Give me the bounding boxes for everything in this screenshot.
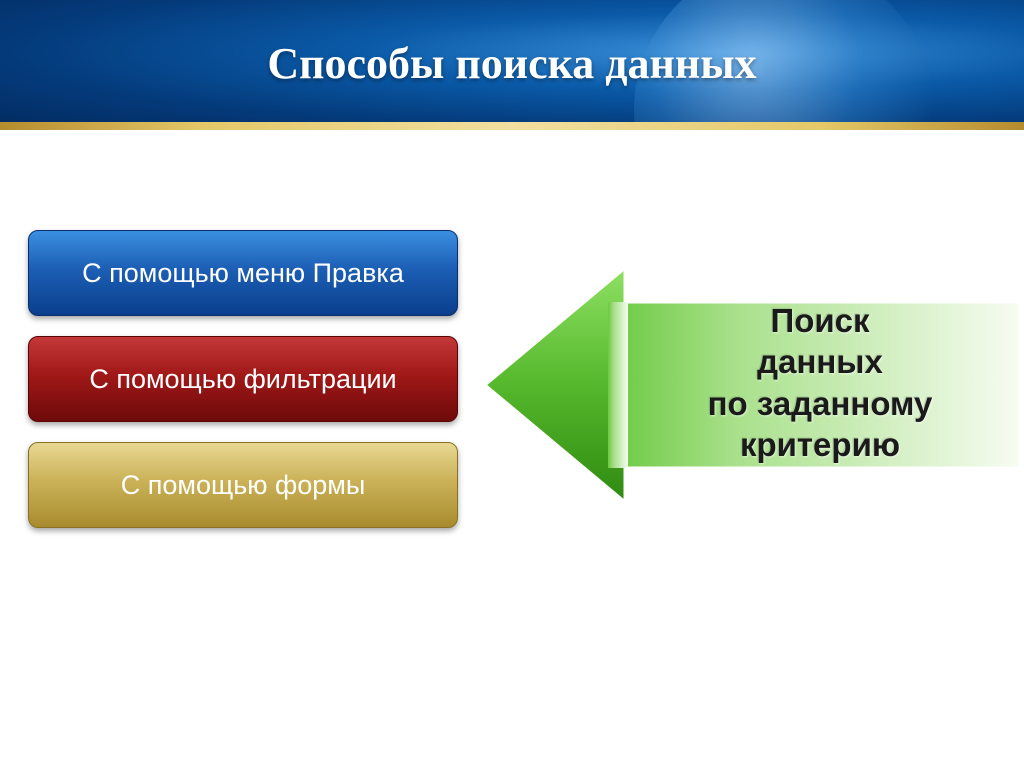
arrow-text: Поиск данных по заданному критерию (640, 300, 1000, 465)
arrow-callout: Поиск данных по заданному критерию (480, 260, 1010, 500)
arrow-line1: Поиск (770, 302, 869, 339)
slide-title: Способы поиска данных (0, 38, 1024, 89)
method-label: С помощью формы (121, 470, 365, 501)
method-label: С помощью фильтрации (89, 364, 396, 395)
header-gold-stripe (0, 122, 1024, 130)
method-box-form: С помощью формы (28, 442, 458, 528)
arrow-line2: данных (757, 343, 883, 380)
arrow-line3: по заданному (708, 385, 933, 422)
slide-content: С помощью меню Правка С помощью фильтрац… (0, 130, 1024, 767)
arrow-line4: критерию (740, 426, 900, 463)
method-box-filter: С помощью фильтрации (28, 336, 458, 422)
method-boxes: С помощью меню Правка С помощью фильтрац… (28, 230, 458, 548)
method-label: С помощью меню Правка (82, 258, 404, 289)
method-box-edit-menu: С помощью меню Правка (28, 230, 458, 316)
slide-header: Способы поиска данных (0, 0, 1024, 130)
